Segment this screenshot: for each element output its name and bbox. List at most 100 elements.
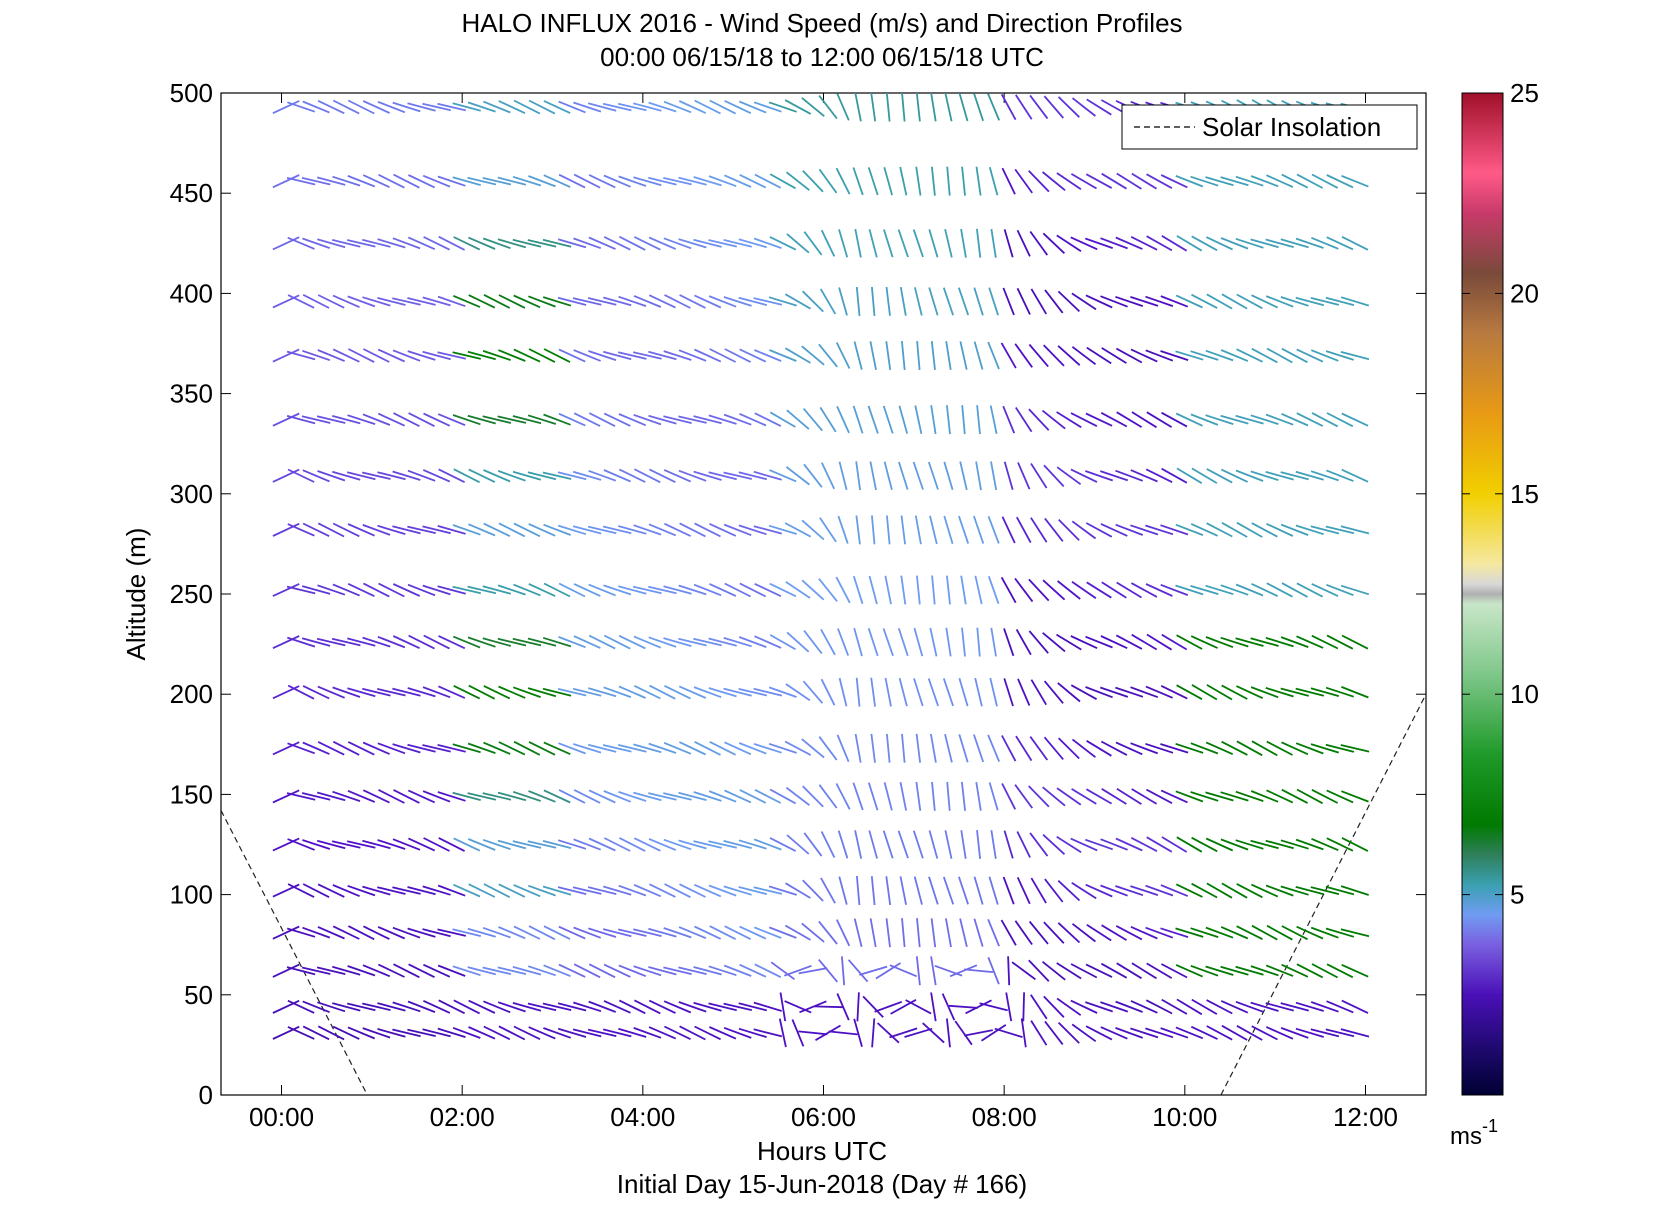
wind-vector (1236, 521, 1263, 538)
wind-vector (944, 93, 953, 122)
wind-vector (378, 788, 405, 804)
wind-vector (587, 525, 617, 535)
wind-vector (618, 468, 646, 483)
wind-vector (482, 237, 511, 250)
wind-vector (723, 687, 752, 697)
wind-vector (820, 628, 836, 656)
wind-vector (663, 469, 692, 483)
wind-vector (1085, 788, 1113, 805)
x-axis-label: Hours UTC (757, 1136, 887, 1166)
wind-vector (287, 101, 316, 113)
wind-vector (987, 341, 1000, 370)
wind-vector (724, 174, 752, 188)
wind-vector (1041, 409, 1066, 430)
wind-vector (915, 956, 921, 986)
wind-vector (1281, 963, 1309, 978)
wind-vector (1190, 523, 1218, 537)
wind-vector (1115, 1027, 1144, 1039)
wind-vector (835, 783, 851, 810)
wind-vector (483, 1025, 511, 1041)
wind-vector (835, 342, 851, 369)
wind-vector (332, 470, 361, 481)
wind-vector (1236, 685, 1264, 700)
wind-vector (709, 925, 737, 941)
wind-vector (1086, 346, 1112, 365)
wind-vector (883, 166, 893, 196)
wind-vector (1266, 924, 1293, 941)
wind-vector (973, 734, 985, 763)
wind-vector (1326, 634, 1354, 650)
wind-vector (1100, 1001, 1129, 1013)
wind-vector (573, 583, 601, 597)
wind-vector (272, 174, 300, 189)
wind-vector (868, 575, 878, 605)
wind-vector (1056, 466, 1082, 486)
wind-vector (1221, 740, 1248, 756)
wind-vector (1326, 236, 1354, 251)
wind-vector (974, 677, 983, 707)
wind-vector (1220, 237, 1249, 250)
wind-vector (1071, 738, 1096, 758)
wind-vector (1100, 962, 1128, 979)
wind-vector (392, 349, 421, 362)
wind-vector (588, 687, 617, 698)
wind-vector (1002, 876, 1015, 905)
wind-vector (347, 884, 376, 897)
wind-vector (408, 837, 436, 852)
wind-vector (753, 1001, 782, 1012)
wind-vector (1002, 287, 1015, 316)
wind-vector (976, 830, 981, 859)
wind-vector (1146, 173, 1173, 189)
wind-vector (738, 688, 768, 697)
wind-vector (930, 733, 937, 763)
wind-vector (362, 582, 390, 598)
wind-vector (1311, 788, 1339, 804)
wind-vector (603, 686, 632, 698)
wind-vector (1070, 684, 1098, 700)
wind-vector (498, 294, 526, 309)
wind-vector (543, 1027, 572, 1039)
wind-vector (272, 999, 300, 1014)
wind-vector (452, 102, 481, 112)
wind-vector (467, 414, 496, 425)
wind-vector (1205, 965, 1234, 976)
wind-vector (871, 286, 876, 316)
wind-vector (1266, 740, 1293, 756)
wind-vector (875, 962, 901, 980)
wind-vector (784, 522, 812, 538)
wind-vector (528, 175, 556, 188)
wind-vector (1086, 98, 1112, 116)
wind-vector (633, 176, 662, 187)
wind-vector (1057, 880, 1081, 902)
wind-vector (618, 964, 647, 978)
wind-vector (1101, 581, 1127, 599)
wind-vector (573, 173, 601, 189)
wind-vector (1057, 96, 1080, 118)
wind-vector (347, 965, 376, 977)
wind-vector (482, 415, 512, 424)
wind-vector (897, 229, 909, 258)
wind-vector (913, 678, 924, 707)
wind-vector (362, 296, 391, 307)
wind-vector (1296, 582, 1324, 598)
wind-vector (785, 786, 810, 806)
wind-vector (1175, 294, 1203, 309)
wind-vector (332, 740, 360, 756)
wind-vector (392, 635, 420, 650)
wind-vector (1250, 414, 1279, 425)
wind-vector (452, 965, 481, 977)
wind-vector (958, 678, 969, 707)
colorbar-tick-label: 15 (1510, 479, 1539, 509)
wind-vector (1310, 743, 1339, 754)
wind-vector (779, 992, 787, 1022)
wind-vector (1341, 790, 1369, 803)
wind-vector (1130, 348, 1158, 363)
wind-vector (987, 515, 1000, 544)
wind-vector (272, 100, 300, 115)
wind-vector (870, 876, 876, 906)
wind-vector (437, 102, 467, 112)
wind-vector (988, 166, 999, 196)
wind-vector (1116, 172, 1142, 190)
wind-vector (332, 175, 361, 187)
wind-vector (1220, 1000, 1249, 1014)
